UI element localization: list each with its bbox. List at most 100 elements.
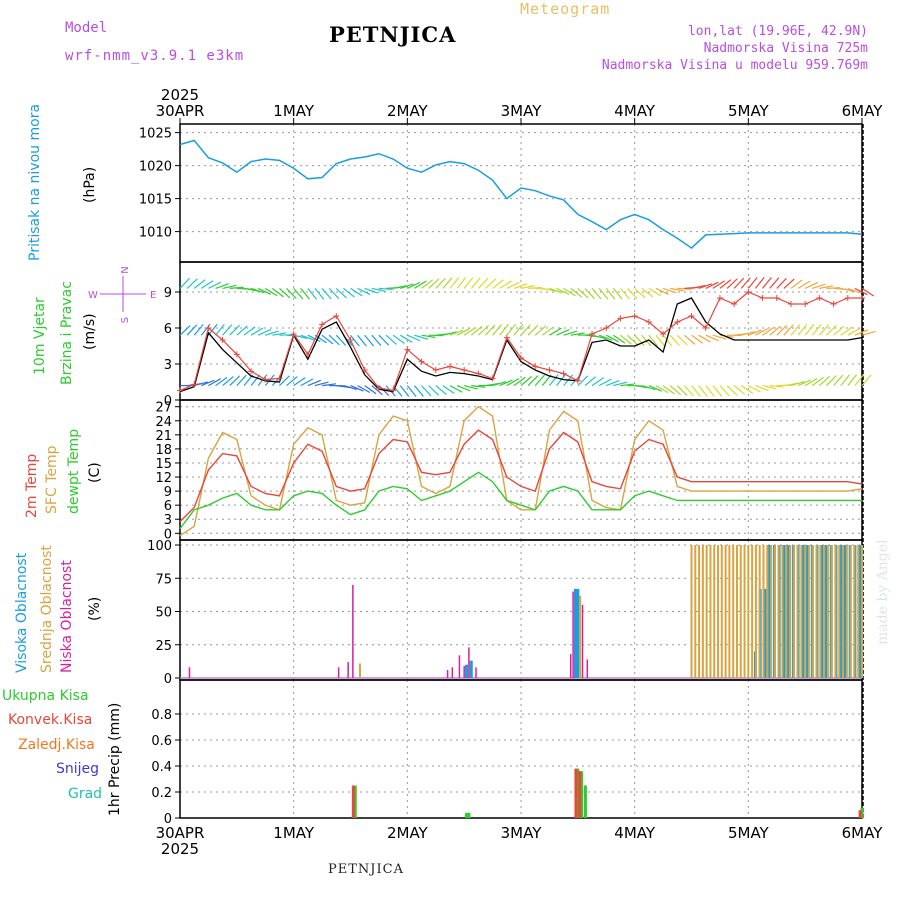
wind-arrow: [335, 334, 347, 346]
wind-arrow: [648, 334, 659, 347]
cloud-bar-srednja: [845, 545, 848, 678]
wind-speed-marker: [660, 331, 667, 337]
wind-arrow: [335, 287, 347, 299]
wind-arrow: [513, 376, 526, 387]
wind-arrow: [456, 328, 470, 336]
wind-arrow: [499, 323, 509, 336]
wind-arrow: [570, 332, 585, 336]
wind-arrow: [449, 277, 460, 289]
wind-speed-marker: [745, 289, 752, 295]
cloud-bar-srednja: [815, 545, 818, 678]
wind-arrow: [449, 385, 463, 393]
compass-letter-w: W: [88, 290, 98, 301]
wind-arrow: [279, 334, 294, 336]
wind-arrow: [513, 283, 528, 289]
wind-arrow: [726, 385, 738, 396]
wind-speed-marker: [574, 377, 581, 384]
wind-speed-marker: [304, 351, 311, 358]
wind-arrow: [257, 287, 272, 295]
wind-arrow: [847, 374, 857, 386]
cloud-bar-visoka: [573, 588, 577, 678]
wind-speed-marker: [518, 355, 524, 361]
wind-arrow: [655, 334, 666, 347]
wind-arrow: [371, 287, 386, 292]
wind-speed-marker: [617, 315, 624, 322]
time-label-top: 2MAY: [387, 102, 429, 120]
cloud-bar-visoka: [787, 545, 791, 678]
wind-speed-marker: [177, 387, 183, 394]
y-tick-label: 0: [164, 812, 172, 827]
wind-arrow: [861, 287, 875, 297]
cloud-bar-visoka: [820, 545, 824, 678]
lonlat-text: lon,lat (19.96E, 42.9N): [687, 24, 868, 39]
wind-speed-marker: [859, 295, 865, 301]
cloud-bar-niska: [586, 659, 589, 678]
wind-arrow: [357, 287, 371, 296]
wind-speed-marker: [503, 334, 510, 341]
wind-arrow: [733, 385, 746, 395]
wind-arrow: [357, 385, 371, 394]
wind-arrow: [698, 334, 712, 343]
wind-arrow: [542, 287, 557, 292]
wind-arrow: [400, 283, 414, 289]
wind-arrow: [442, 385, 455, 395]
wind-speed-marker: [233, 351, 240, 358]
y-tick-label: 27: [155, 401, 172, 416]
cloud-bar-srednja: [789, 545, 792, 678]
wind-arrow: [314, 288, 325, 300]
wind-arrow: [215, 377, 228, 387]
wind-speed-marker: [475, 370, 482, 377]
y-tick-label: 75: [155, 572, 172, 587]
wind-arrow: [790, 279, 803, 289]
wind-arrow: [364, 385, 377, 395]
precip-bar-konvek: [578, 771, 582, 818]
wind-arrow: [520, 375, 532, 387]
wind-arrow: [577, 287, 589, 299]
wind-arrow: [506, 323, 516, 336]
wind-arrow: [755, 328, 769, 336]
time-label-top: 4MAY: [614, 102, 656, 120]
wind-arrow: [449, 329, 464, 336]
altitude-text: Nadmorska Visina 725m: [703, 41, 868, 56]
y-tick-label: 6: [164, 499, 172, 514]
cloud-bar-srednja: [762, 545, 765, 678]
wind-arrow: [719, 385, 730, 397]
wind-speed-marker: [248, 368, 255, 375]
wind-arrow: [819, 285, 834, 289]
y-tick-label: 21: [155, 429, 172, 444]
wind-arrow: [406, 385, 417, 397]
wind-speed-marker: [702, 325, 709, 331]
wind-arrow: [442, 277, 453, 289]
cloud-bar-srednja: [834, 545, 837, 678]
wind-arrow: [818, 324, 830, 336]
cloud-bar-srednja: [751, 545, 754, 678]
y-tick-label: 18: [155, 443, 172, 458]
wind-arrow: [733, 277, 745, 289]
wind-arrow: [754, 277, 765, 289]
wind-arrow: [321, 288, 332, 300]
wind-arrow: [307, 288, 318, 300]
wind-arrow: [748, 385, 762, 393]
cloud-bar-visoka: [839, 545, 843, 678]
wind-arrow: [620, 383, 635, 387]
cloud-bar-niska: [468, 647, 470, 678]
sfc-temp-line: [179, 405, 863, 537]
wind-arrow: [407, 334, 421, 342]
wind-arrow: [598, 378, 612, 387]
wind-arrow: [179, 325, 191, 336]
wind-arrow: [378, 287, 393, 291]
wind-arrow: [705, 281, 719, 289]
model-altitude-text: Nadmorska Visina u modelu 959.769m: [601, 58, 868, 73]
wind-speed-marker: [319, 321, 326, 328]
wind-speed-marker: [432, 367, 439, 373]
wind-arrow: [207, 323, 218, 336]
precip-bar-ukupna: [353, 785, 357, 818]
cloud-bar-srednja: [819, 545, 822, 678]
y-tick-label: 15: [155, 457, 172, 472]
compass-indicator: N S W E: [88, 266, 156, 323]
wind-arrow: [840, 374, 851, 386]
wind-arrow: [477, 277, 489, 289]
cloud-bar-visoka: [763, 588, 767, 678]
wind-arrow: [186, 278, 198, 289]
wind-arrow: [215, 283, 229, 289]
